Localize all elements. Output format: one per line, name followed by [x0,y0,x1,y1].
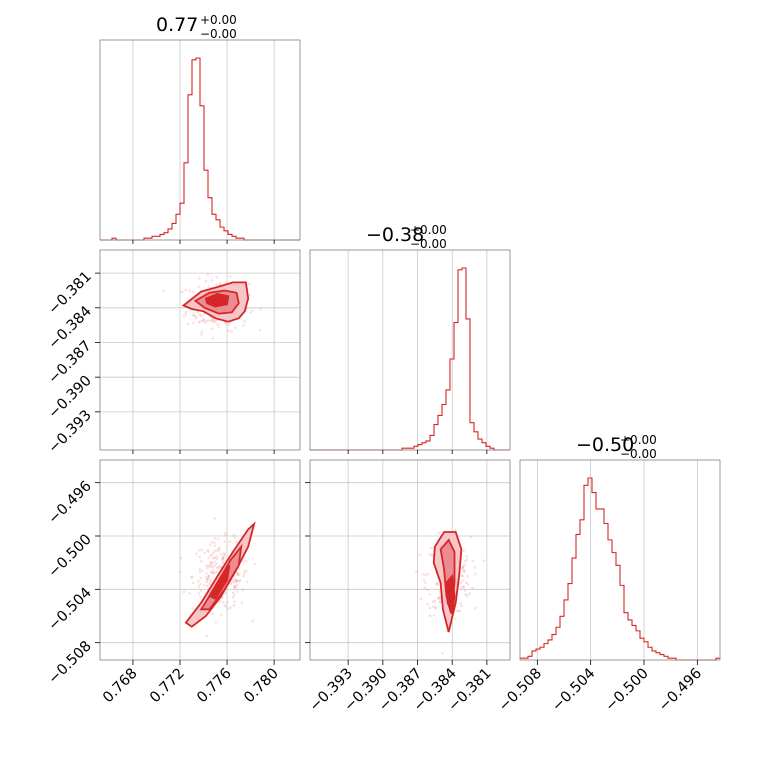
grid [347,250,488,450]
panel-frame [99,459,301,661]
panel-frame [99,249,301,451]
grid [100,250,300,450]
title-lower-error: −0.00 [410,237,447,251]
histogram-panel-1: −0.38+0.00−0.00 [309,223,511,451]
contour-line-level-3 [445,573,456,617]
panel-frame [519,459,721,661]
panel-frame [99,39,301,241]
panel-title: −0.38 [366,224,424,246]
x-tick-label: −0.496 [656,666,705,715]
y-axis-p1: −0.393−0.390−0.387−0.384−0.381 [46,269,100,457]
scatter-panel-1 [99,459,301,661]
x-tick-label: −0.508 [496,666,545,715]
histogram-panel-0: 0.77 +0.00−0.00 [99,13,301,241]
x-tick-label: −0.504 [549,666,598,715]
histogram-panel-2: −0.50+0.00−0.00 [519,433,721,661]
x-tick-label: 0.776 [194,666,235,707]
y-tick-label: −0.500 [46,532,95,581]
y-tick-label: −0.496 [46,478,95,527]
histogram-line [100,57,300,241]
x-axis-p0: 0.768 0.772 0.776 0.780 [100,660,282,706]
x-tick-label: 0.768 [100,666,141,707]
scatter-panel-0 [99,249,301,451]
y-tick-label: −0.504 [46,585,95,634]
panel-frame [309,249,511,451]
x-axis-p2: −0.508 −0.504 −0.500 −0.496 [496,660,705,715]
contour-line-level-2 [193,289,240,315]
grid [310,460,510,660]
x-tick-label: 0.772 [147,666,188,707]
histogram-line [310,267,510,451]
contour-line-level-3 [208,564,231,600]
panel-title: −0.50 [576,434,634,456]
title-upper-error: +0.00 [410,223,447,237]
x-tick-label: −0.500 [603,666,652,715]
grid [536,460,698,660]
x-axis-p1: −0.393−0.390−0.387−0.384−0.381 [307,660,495,715]
contour-line-level-1 [432,531,463,633]
y-tick-label: −0.508 [46,638,95,687]
scatter-panel-2 [309,459,511,661]
contour-line-level-1 [184,521,256,628]
title-upper-error: +0.00 [620,433,657,447]
title-upper-error: +0.00 [200,13,237,27]
contour-line-level-1 [181,281,250,323]
contour-fill-level-3 [209,565,230,599]
contour-line-level-3 [204,292,230,308]
panel-title: 0.77 [156,14,198,36]
histogram-line [520,477,720,661]
y-axis-p2: −0.508−0.504−0.500 −0.496 [46,478,100,687]
panel-frame [309,459,511,661]
title-lower-error: −0.00 [200,27,237,41]
title-lower-error: −0.00 [620,447,657,461]
grid [100,460,300,660]
x-tick-label: 0.780 [241,666,282,707]
